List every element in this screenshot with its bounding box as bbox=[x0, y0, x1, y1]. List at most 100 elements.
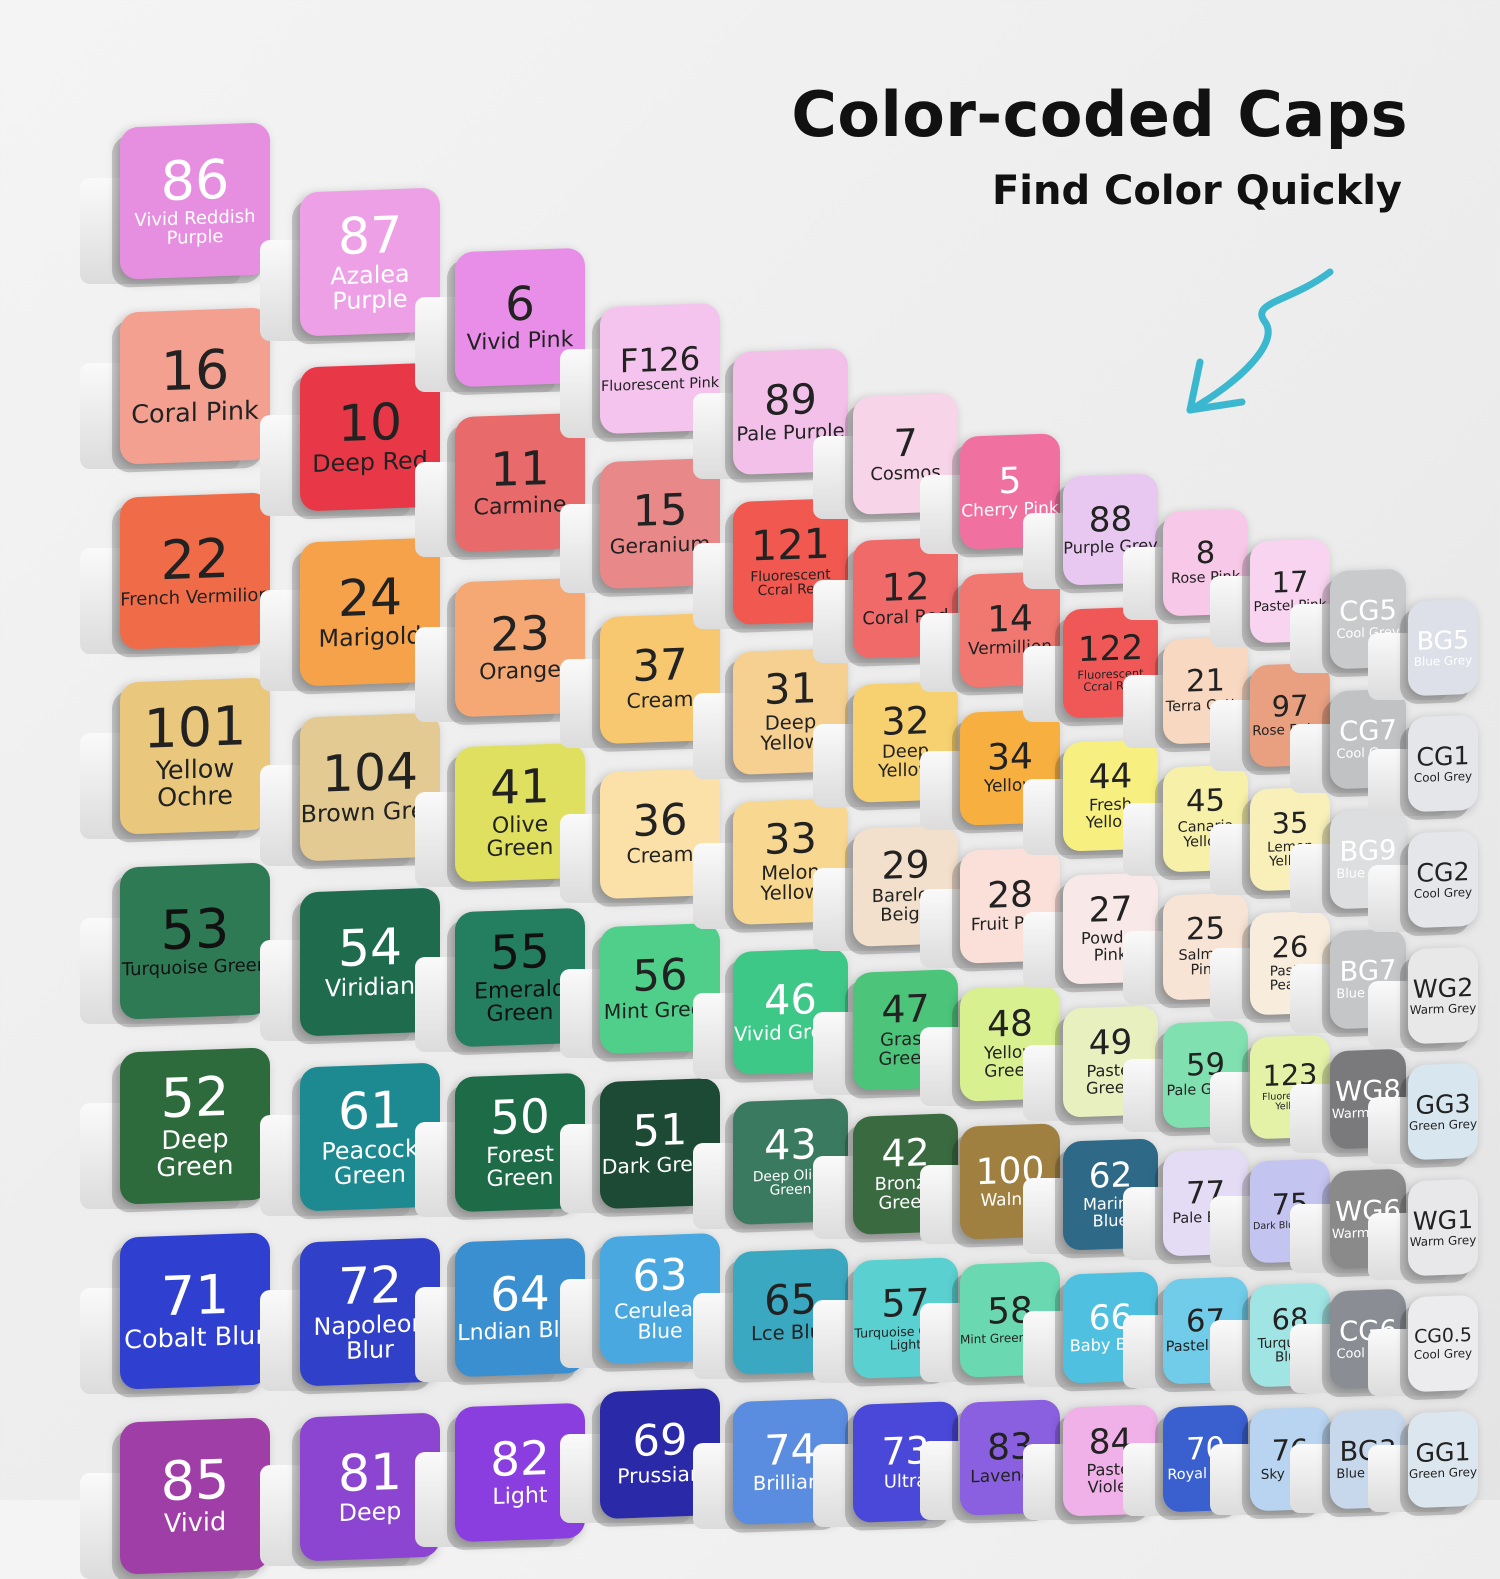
cap-code: 7 bbox=[892, 420, 918, 466]
cap-code: 23 bbox=[490, 606, 550, 663]
cap-code: F126 bbox=[619, 339, 701, 381]
cap-code: 55 bbox=[490, 925, 550, 982]
cap-code: 46 bbox=[763, 974, 817, 1025]
marker-cap: WG2 Warm Grey bbox=[1408, 946, 1478, 1045]
marker-cap: 71 Cobalt Blur bbox=[120, 1232, 270, 1390]
marker-cap: 16 Coral Pink bbox=[120, 307, 270, 465]
cap-code: 14 bbox=[987, 597, 1033, 641]
cap-code: 47 bbox=[880, 986, 930, 1033]
cap-code: 28 bbox=[987, 873, 1033, 917]
cap-code: 26 bbox=[1271, 929, 1309, 965]
cap-color-name: Light bbox=[492, 1482, 548, 1511]
cap-code: 16 bbox=[160, 338, 230, 404]
cap-code: 101 bbox=[143, 694, 247, 761]
cap-code: 21 bbox=[1185, 662, 1225, 700]
cap-code: 56 bbox=[632, 950, 688, 1003]
marker-cap: GG3 Green Grey bbox=[1408, 1062, 1478, 1161]
cap-color-name: Coral Pink bbox=[131, 396, 259, 431]
cap-code: CG0.5 bbox=[1414, 1323, 1472, 1348]
marker-cap: GG1 Green Grey bbox=[1408, 1410, 1478, 1509]
marker-cap: 86 Vivid Reddish Purple bbox=[120, 122, 270, 280]
cap-code: 43 bbox=[763, 1120, 817, 1171]
cap-color-name: Yellow Ochre bbox=[155, 753, 235, 814]
cap-code: GG1 bbox=[1415, 1436, 1471, 1468]
cap-code: CG5 bbox=[1339, 594, 1397, 628]
cap-code: 5 bbox=[998, 460, 1022, 503]
cap-code: GG3 bbox=[1415, 1088, 1471, 1120]
headline: Color-coded Caps bbox=[791, 78, 1408, 151]
marker-cap: CG2 Cool Grey bbox=[1408, 830, 1478, 929]
cap-code: 85 bbox=[160, 1448, 230, 1514]
cap-code: 69 bbox=[632, 1415, 688, 1468]
cap-code: 82 bbox=[490, 1431, 550, 1488]
cap-code: 72 bbox=[337, 1254, 403, 1316]
cap-code: 86 bbox=[160, 147, 230, 214]
cap-code: 122 bbox=[1077, 628, 1143, 671]
cap-color-name: Carmine bbox=[473, 491, 567, 522]
cap-code: WG2 bbox=[1412, 972, 1474, 1004]
marker-cap: CG1 Cool Grey bbox=[1408, 714, 1478, 813]
cap-code: 24 bbox=[337, 566, 403, 629]
cap-code: 34 bbox=[987, 735, 1033, 779]
cap-color-name: Orange bbox=[479, 657, 561, 686]
marker-cap: 85 Vivid bbox=[120, 1417, 270, 1575]
cap-color-name: Cool Grey bbox=[1413, 1345, 1473, 1362]
cap-color-name: Cool Grey bbox=[1413, 884, 1473, 901]
cap-color-name: Vivid Reddish Purple bbox=[134, 205, 256, 249]
cap-code: 50 bbox=[490, 1090, 550, 1147]
cap-code: CG2 bbox=[1416, 856, 1470, 888]
cap-code: 8 bbox=[1195, 535, 1215, 571]
cap-code: 12 bbox=[880, 563, 930, 610]
marker-cap: BG5 Blue Grey bbox=[1408, 598, 1478, 697]
cap-color-name: Green Grey bbox=[1409, 1116, 1477, 1134]
marker-cap: CG0.5 Cool Grey bbox=[1408, 1294, 1478, 1393]
cap-color-name: Viridian bbox=[324, 971, 416, 1004]
cap-code: 74 bbox=[763, 1424, 817, 1475]
cap-code: BG9 bbox=[1339, 834, 1397, 868]
cap-code: 27 bbox=[1088, 889, 1132, 932]
cap-code: 121 bbox=[750, 519, 830, 571]
cap-code: 37 bbox=[632, 640, 688, 693]
cap-code: 32 bbox=[880, 698, 930, 745]
cap-code: 49 bbox=[1088, 1022, 1132, 1065]
cap-code: CG7 bbox=[1339, 714, 1397, 748]
cap-code: 25 bbox=[1185, 911, 1225, 948]
cap-code: 97 bbox=[1271, 688, 1309, 724]
cap-color-name: Warm Grey bbox=[1409, 1000, 1477, 1018]
marker-cap: WG1 Warm Grey bbox=[1408, 1178, 1478, 1277]
cap-color-name: Cobalt Blur bbox=[124, 1320, 266, 1356]
cap-code: 29 bbox=[880, 842, 930, 889]
cap-color-name: Warm Grey bbox=[1409, 1232, 1477, 1250]
marker-cap: 53 Turquoise Green bbox=[120, 862, 270, 1020]
cap-code: 61 bbox=[337, 1079, 403, 1141]
cap-code: 45 bbox=[1185, 783, 1225, 820]
cap-code: 31 bbox=[763, 664, 817, 715]
cap-code: 33 bbox=[763, 814, 817, 865]
cap-code: 64 bbox=[490, 1266, 550, 1323]
cap-code: 35 bbox=[1271, 805, 1309, 841]
cap-code: 65 bbox=[763, 1274, 817, 1325]
cap-code: CG1 bbox=[1416, 740, 1470, 772]
cap-color-name: Cream bbox=[626, 842, 694, 869]
cap-code: 87 bbox=[337, 204, 403, 266]
cap-color-name: Green Grey bbox=[1409, 1464, 1477, 1482]
cap-code: 88 bbox=[1088, 499, 1132, 541]
cap-color-name: Cool Grey bbox=[1413, 768, 1473, 785]
marker-cap: 52 Deep Green bbox=[120, 1047, 270, 1205]
cap-code: 63 bbox=[632, 1249, 688, 1302]
cap-code: 11 bbox=[490, 441, 550, 498]
cap-color-name: Deep Green bbox=[156, 1123, 234, 1184]
cap-code: 44 bbox=[1088, 756, 1132, 799]
cap-code: 104 bbox=[321, 741, 419, 804]
cap-code: 41 bbox=[490, 760, 550, 817]
cap-code: 36 bbox=[632, 795, 688, 848]
cap-code: 52 bbox=[160, 1064, 230, 1131]
subheadline: Find Color Quickly bbox=[991, 168, 1402, 214]
cap-color-name: Prussian bbox=[617, 1461, 703, 1489]
cap-color-name: Blue Grey bbox=[1413, 652, 1473, 669]
cap-code: 6 bbox=[505, 277, 535, 333]
cap-code: 15 bbox=[632, 485, 688, 538]
cap-code: 71 bbox=[160, 1263, 230, 1329]
cap-code: WG1 bbox=[1412, 1204, 1474, 1236]
cap-code: 53 bbox=[160, 897, 230, 963]
